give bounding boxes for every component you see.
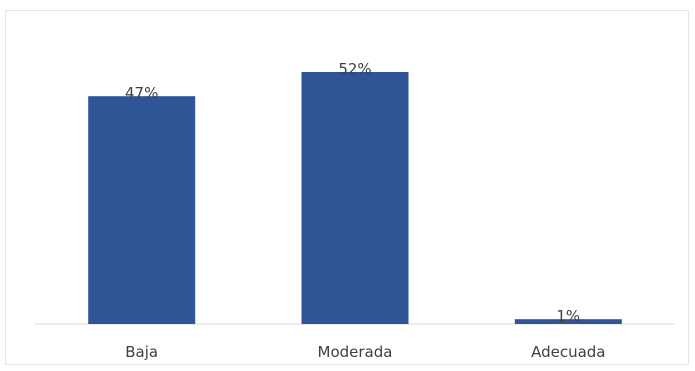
x-tick-label-adecuada: Adecuada — [531, 343, 605, 361]
x-tick-labels-group: Baja Moderada Adecuada — [125, 343, 605, 361]
bar-moderada — [301, 72, 409, 324]
bar-baja — [88, 96, 196, 324]
x-tick-label-moderada: Moderada — [318, 343, 393, 361]
data-label-adecuada: 1% — [556, 307, 580, 325]
data-label-moderada: 52% — [338, 60, 371, 78]
x-tick-label-baja: Baja — [125, 343, 158, 361]
bar-adecuada — [514, 319, 622, 324]
data-labels-group: 47% 52% 1% — [125, 60, 580, 325]
data-label-baja: 47% — [125, 84, 158, 102]
bars-group — [88, 72, 622, 324]
